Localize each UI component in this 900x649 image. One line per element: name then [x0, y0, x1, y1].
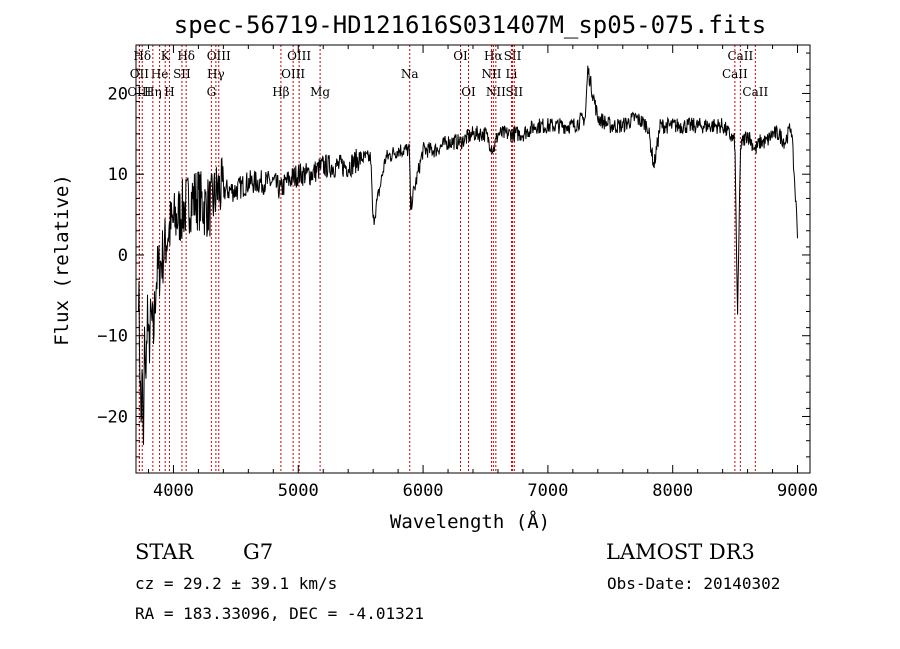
marker-label: NII — [486, 85, 506, 99]
marker-label: OIII — [207, 49, 231, 63]
y-tick-label: 0 — [118, 246, 128, 266]
marker-label: OI — [461, 85, 476, 99]
x-tick-label: 8000 — [652, 481, 693, 501]
y-tick-label: 10 — [108, 165, 128, 185]
sky-coordinates: RA = 183.33096, DEC = -4.01321 — [135, 604, 424, 623]
observation-date: Obs-Date: 20140302 — [607, 574, 781, 593]
x-tick-label: 7000 — [527, 481, 568, 501]
plot-frame — [135, 44, 811, 474]
marker-label: K — [161, 49, 171, 63]
spectrum-line — [138, 65, 798, 445]
survey-name: LAMOST DR3 — [606, 540, 755, 564]
marker-label: SII — [173, 67, 191, 81]
object-type: STAR — [135, 540, 194, 564]
marker-label: CaII — [722, 67, 748, 81]
marker-label: Hδ — [133, 49, 151, 63]
spectrum-series — [138, 65, 798, 445]
x-axis-label: Wavelength (Å) — [390, 510, 550, 533]
y-tick-label: 20 — [108, 84, 128, 104]
marker-label: NII — [481, 67, 501, 81]
x-tick-label: 6000 — [403, 481, 444, 501]
x-tick-label: 5000 — [278, 481, 319, 501]
marker-label: H — [164, 85, 174, 99]
marker-label: Na — [401, 67, 419, 81]
axis-ticks: 4000 5000 6000 7000 8000 9000 −20 −10 0 10 20 — [97, 45, 818, 501]
marker-label: Mg — [310, 85, 330, 99]
marker-label: CaII — [742, 85, 768, 99]
marker-label: Hδ — [177, 49, 195, 63]
marker-label: SII — [505, 85, 523, 99]
spectral-subclass: G7 — [243, 540, 274, 564]
redshift-velocity: cz = 29.2 ± 39.1 km/s — [135, 574, 338, 593]
y-axis-label: Flux (relative) — [51, 174, 73, 346]
marker-label: OIII — [127, 85, 151, 99]
marker-label: G — [207, 85, 217, 99]
marker-label: Hα — [484, 49, 503, 63]
marker-label: OIII — [287, 49, 311, 63]
marker-label: Hγ — [207, 67, 225, 81]
marker-label: SII — [504, 49, 522, 63]
marker-label: Hβ — [272, 85, 289, 99]
chart-title: spec-56719-HD121616S031407M_sp05-075.fit… — [174, 11, 766, 39]
x-tick-label: 4000 — [153, 481, 194, 501]
y-tick-label: −20 — [97, 407, 128, 427]
y-tick-label: −10 — [97, 327, 128, 347]
marker-label: Li — [506, 67, 518, 81]
x-tick-label: 9000 — [777, 481, 818, 501]
marker-label: Hη — [144, 85, 162, 99]
marker-label: OIII — [281, 67, 305, 81]
marker-label: He — [151, 67, 169, 81]
marker-label: CaII — [727, 49, 753, 63]
marker-label: OI — [453, 49, 468, 63]
